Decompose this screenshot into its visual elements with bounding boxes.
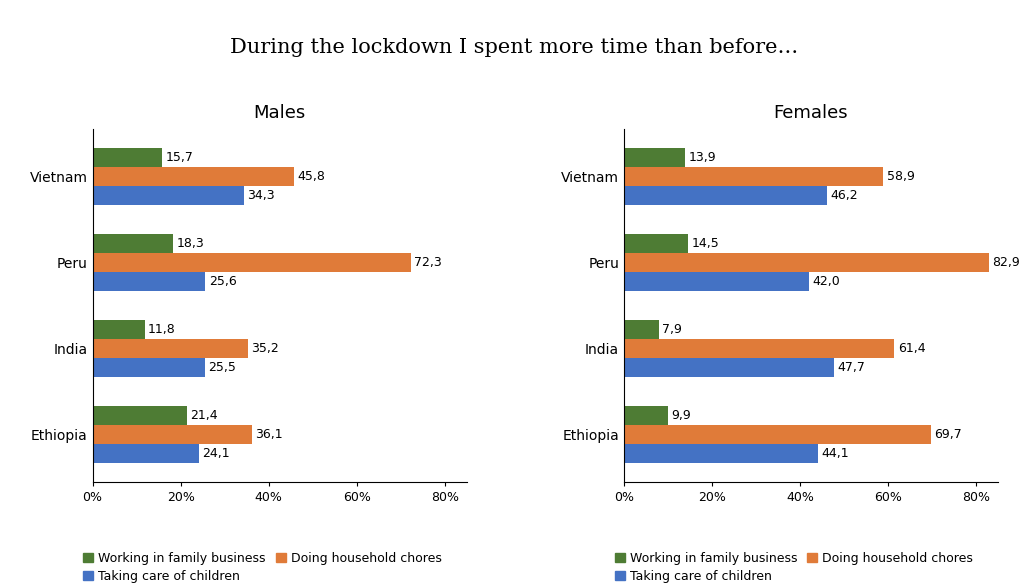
Text: 61,4: 61,4 [897,342,925,355]
Bar [624,358,833,377]
Bar [624,148,685,167]
Text: 42,0: 42,0 [812,275,840,288]
Text: 11,8: 11,8 [148,323,176,336]
Bar [93,425,251,445]
Text: 14,5: 14,5 [691,238,719,250]
Text: 46,2: 46,2 [830,189,858,202]
Text: 47,7: 47,7 [838,361,865,374]
Text: 25,5: 25,5 [209,361,237,374]
Bar [624,445,818,463]
Text: 15,7: 15,7 [166,151,193,164]
Text: 35,2: 35,2 [251,342,279,355]
Bar [624,406,668,425]
Legend: Working in family business, Doing household chores: Working in family business, Doing househ… [609,547,978,570]
Legend: Taking care of children: Taking care of children [609,564,777,587]
Text: 36,1: 36,1 [255,428,283,442]
Bar [624,235,687,253]
Text: 9,9: 9,9 [671,409,690,422]
Text: 25,6: 25,6 [209,275,237,288]
Text: 13,9: 13,9 [688,151,716,164]
Text: 58,9: 58,9 [887,170,915,183]
Text: 45,8: 45,8 [297,170,325,183]
Bar [93,358,205,377]
Legend: Working in family business, Doing household chores: Working in family business, Doing househ… [78,547,447,570]
Text: 18,3: 18,3 [177,238,205,250]
Bar [93,320,144,339]
Text: During the lockdown I spent more time than before…: During the lockdown I spent more time th… [230,38,799,56]
Bar [93,253,411,272]
Text: 69,7: 69,7 [934,428,962,442]
Bar [624,339,894,358]
Bar [93,272,206,291]
Title: Males: Males [253,104,306,122]
Title: Females: Females [774,104,848,122]
Bar [93,167,294,186]
Legend: Taking care of children: Taking care of children [78,564,245,587]
Bar [624,425,931,445]
Text: 44,1: 44,1 [821,447,849,460]
Bar [624,186,827,205]
Text: 21,4: 21,4 [190,409,218,422]
Bar [624,320,659,339]
Text: 82,9: 82,9 [992,256,1020,269]
Bar [93,186,244,205]
Bar [93,445,199,463]
Bar [93,406,187,425]
Text: 72,3: 72,3 [415,256,442,269]
Text: 7,9: 7,9 [663,323,682,336]
Bar [624,253,989,272]
Text: 34,3: 34,3 [247,189,275,202]
Bar [93,148,162,167]
Bar [93,339,248,358]
Bar [93,235,173,253]
Bar [624,167,883,186]
Text: 24,1: 24,1 [203,447,229,460]
Bar [624,272,809,291]
